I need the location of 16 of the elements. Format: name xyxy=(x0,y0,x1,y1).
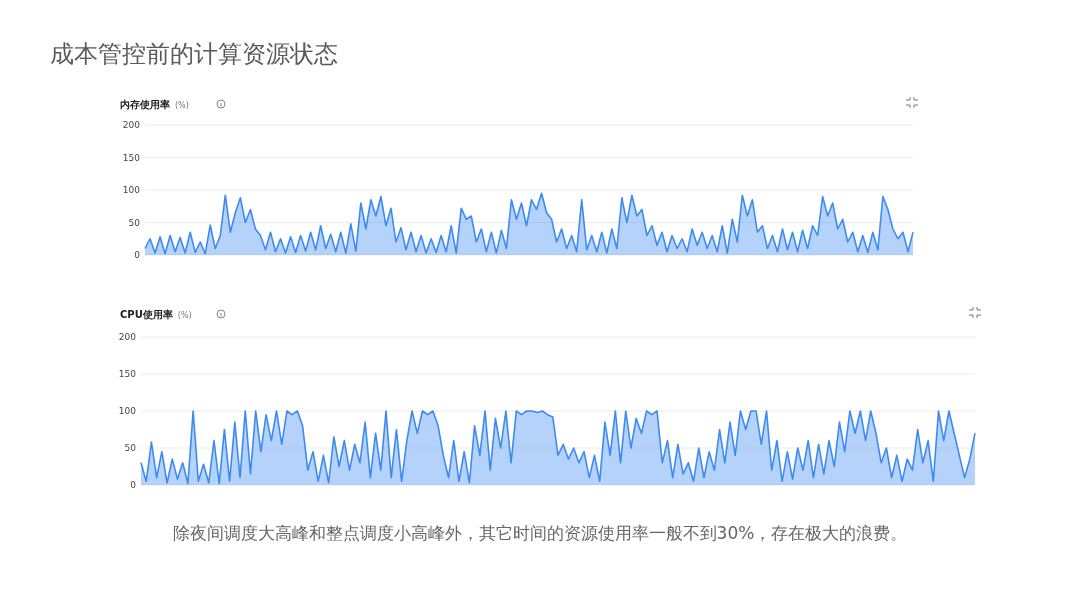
text: 除夜间调度大高峰和整点调度小高峰外，其它时间的资源使用率一般不到30%，存在极大的浪费。 xyxy=(172,523,908,543)
y-tick-label: 50 xyxy=(124,443,137,454)
chart-title: CPU使用率 xyxy=(120,309,173,320)
y-tick-label: 100 xyxy=(122,185,141,196)
y-axis-title: (%) xyxy=(175,101,189,110)
chart-title: 内存使用率 xyxy=(120,99,170,110)
y-tick-label: 0 xyxy=(134,250,141,261)
y-tick-label: 50 xyxy=(128,217,141,228)
y-tick-label: 150 xyxy=(122,152,141,163)
text: 成本管控前的计算资源状态 xyxy=(50,40,338,68)
y-tick-label: 150 xyxy=(118,369,137,380)
y-tick-label: 100 xyxy=(118,406,137,417)
y-axis-title: (%) xyxy=(177,311,192,320)
y-tick-label: 200 xyxy=(118,332,137,343)
y-tick-label: 0 xyxy=(130,480,137,491)
y-tick-label: 200 xyxy=(122,120,141,131)
